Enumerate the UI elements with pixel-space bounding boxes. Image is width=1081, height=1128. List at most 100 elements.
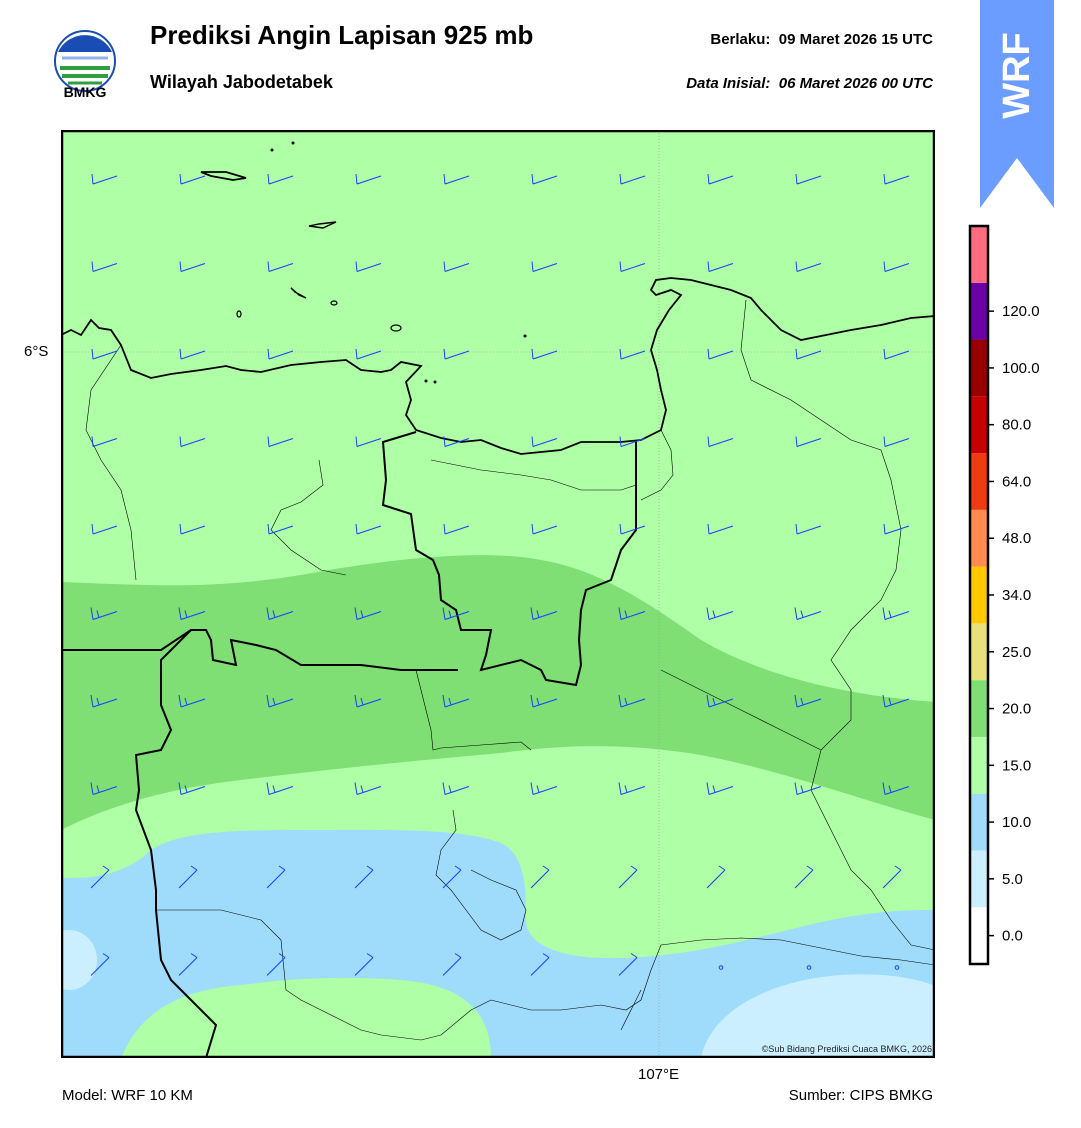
wrf-badge-ribbon (980, 0, 1054, 208)
colorbar-segment (970, 623, 988, 681)
wind-barb (355, 523, 382, 535)
colorbar-segment (970, 736, 988, 794)
colorbar-tick-label: 0.0 (1002, 928, 1023, 945)
wind-barb (266, 782, 294, 795)
wind-barb-calm (806, 965, 812, 970)
wind-barb (266, 865, 286, 889)
island (236, 310, 242, 318)
wind-barb (795, 436, 822, 447)
wind-barb (883, 173, 910, 185)
wind-barb (179, 523, 206, 535)
wind-barb (619, 436, 646, 447)
colorbar-tick-label: 25.0 (1002, 644, 1031, 661)
wind-barb (707, 173, 734, 185)
wind-barb (266, 607, 294, 620)
wind-barb (91, 173, 118, 185)
wind-barb (442, 694, 470, 708)
map-title: Prediksi Angin Lapisan 925 mb (150, 20, 534, 50)
island (200, 171, 247, 181)
wind-barb (794, 607, 822, 620)
wind-barb (90, 865, 110, 889)
wind-barb (90, 782, 118, 795)
wind-barb-calm (718, 965, 724, 970)
wind-barb (179, 436, 206, 447)
wind-barb (354, 865, 374, 889)
longitude-label: 107°E (638, 1066, 680, 1083)
wind-barb (794, 782, 822, 795)
wind-barb (266, 694, 294, 708)
wind-barb (178, 694, 206, 708)
island (330, 300, 338, 306)
valid-label: Berlaku: (710, 31, 771, 48)
wind-barb (178, 607, 206, 620)
wind-zone-5-10 (61, 829, 935, 1058)
wind-barb (619, 523, 646, 535)
island (308, 221, 337, 229)
wind-barb (267, 436, 294, 447)
colorbar-segment (970, 566, 988, 624)
colorbar-tick-label: 5.0 (1002, 871, 1023, 888)
wind-barb (443, 173, 470, 185)
wind-barb (882, 694, 910, 708)
wind-barb (179, 173, 206, 185)
wind-barb (91, 261, 118, 272)
wind-barb (706, 607, 734, 620)
island (390, 324, 402, 332)
bmkg-logo (54, 30, 116, 92)
island (424, 379, 428, 383)
colorbar-tick-label: 120.0 (1002, 303, 1040, 320)
wind-barb (882, 607, 910, 620)
wind-barb (443, 261, 470, 272)
wind-barb (883, 261, 910, 272)
wind-barb (707, 436, 734, 447)
wind-barb (531, 523, 558, 535)
wind-barb (618, 782, 646, 795)
wind-barb (91, 348, 118, 360)
island (290, 287, 307, 299)
map-subtitle: Wilayah Jabodetabek (150, 72, 333, 92)
wind-barb (178, 782, 206, 795)
init-value: 06 Maret 2026 00 UTC (778, 75, 933, 92)
wind-barb (531, 261, 558, 272)
colorbar-segment (970, 850, 988, 908)
wind-map (61, 130, 935, 1058)
island (523, 334, 527, 338)
island (433, 380, 437, 384)
wind-barbs-layer (90, 173, 910, 976)
wind-barb (178, 953, 198, 976)
wind-barb (443, 523, 470, 535)
colorbar-tick-label: 20.0 (1002, 701, 1031, 718)
wind-barb (883, 523, 910, 535)
wind-barb (267, 261, 294, 272)
wind-barb (355, 348, 382, 360)
wind-barb (530, 694, 558, 708)
wind-barb (90, 607, 118, 620)
wind-zone-0-5 (61, 930, 97, 990)
wind-barb (178, 865, 198, 889)
wind-barb (442, 953, 462, 976)
colorbar-tick-label: 48.0 (1002, 530, 1031, 547)
wind-barb (354, 607, 382, 620)
province-boundary (134, 629, 218, 1058)
colorbar-tick-label: 34.0 (1002, 587, 1031, 604)
colorbar-tick-label: 64.0 (1002, 473, 1031, 490)
wind-barb (618, 607, 646, 620)
colorbar-segment (970, 282, 988, 340)
wind-barb (531, 436, 558, 447)
province-boundary (381, 431, 637, 687)
wind-barb (618, 953, 638, 976)
wind-barb (707, 261, 734, 272)
wind-speed-colorbar: 0.0 5.0 10.0 15.0 20.0 25.0 34.0 48.0 64.0 80.0 10… (968, 224, 1040, 966)
colorbar-segment (970, 793, 988, 851)
wind-barb (355, 261, 382, 272)
colorbar-segment (970, 339, 988, 397)
colorbar-segment (970, 680, 988, 737)
wind-barb (90, 694, 118, 708)
colorbar-tick-label: 80.0 (1002, 417, 1031, 434)
init-label: Data Inisial: (686, 75, 771, 92)
wind-barb (531, 348, 558, 360)
wind-barb (91, 523, 118, 535)
wind-barb (442, 865, 462, 889)
colorbar-tick-label: 10.0 (1002, 814, 1031, 831)
colorbar-segment (970, 453, 988, 510)
